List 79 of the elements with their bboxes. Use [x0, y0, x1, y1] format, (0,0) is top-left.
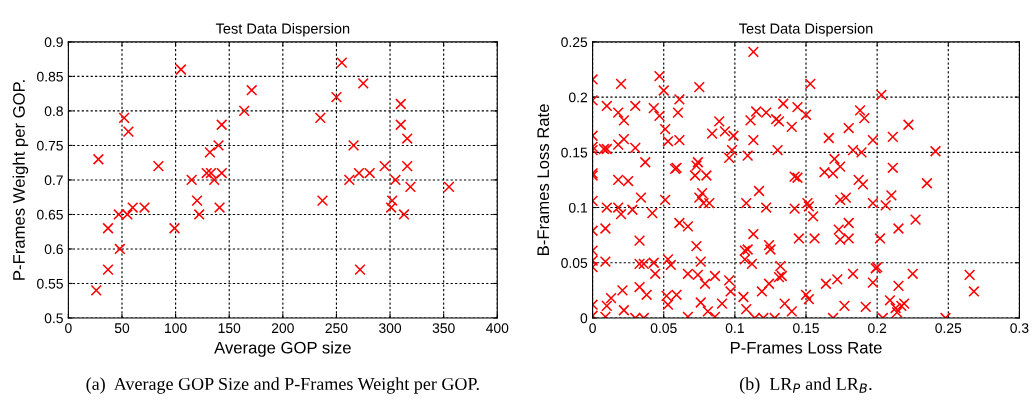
point: [385, 201, 397, 214]
point: [389, 174, 402, 186]
point: [102, 222, 114, 234]
x-tick-label: 50: [114, 323, 130, 334]
x-tick-label: 300: [379, 323, 402, 334]
point: [398, 208, 410, 221]
point: [114, 243, 126, 255]
point: [330, 91, 343, 103]
point: [168, 222, 181, 234]
x-tick-label: 0.1: [725, 323, 744, 334]
point: [343, 174, 355, 186]
point: [204, 146, 216, 158]
point: [443, 181, 455, 193]
x-tick-label: 0.15: [793, 323, 819, 334]
point: [186, 174, 198, 186]
point: [191, 195, 203, 207]
y-tick-label: 0.9: [44, 37, 63, 48]
text: (b) LR$_{P}$ and LR$_{B}$.: [740, 377, 872, 394]
point: [395, 119, 407, 131]
chart-title: Test Data Dispersion: [739, 23, 873, 37]
y-tick-label: 0: [580, 313, 588, 324]
x-tick-label: 200: [271, 323, 294, 334]
x-tick-label: 150: [218, 323, 241, 334]
y-tick-label: 0.2: [568, 92, 588, 103]
point: [386, 195, 398, 207]
y-tick-label: 0.6: [44, 244, 63, 255]
x-axis-title: Average GOP size: [214, 341, 351, 357]
point: [90, 284, 102, 296]
x-tick-label: 0: [589, 323, 596, 334]
point: [401, 132, 413, 145]
chart-title: Test Data Dispersion: [215, 23, 350, 37]
x-tick-label: 0.05: [650, 323, 677, 334]
point: [152, 160, 165, 172]
point: [201, 167, 213, 179]
point: [395, 98, 407, 110]
y-tick-label: 0.75: [37, 140, 63, 151]
y-axis-title: B-Frames Loss Rate: [537, 104, 550, 255]
point: [213, 201, 226, 214]
point: [347, 139, 360, 152]
point: [314, 112, 326, 124]
point: [238, 105, 250, 117]
point: [102, 264, 114, 276]
point: [316, 195, 329, 207]
point: [354, 264, 366, 276]
x-tick-label: 100: [165, 323, 187, 334]
x-tick-label: 400: [486, 323, 509, 334]
point: [379, 160, 391, 172]
y-tick-label: 0.55: [37, 278, 63, 289]
x-tick-label: 0.2: [868, 323, 887, 334]
point: [216, 119, 228, 131]
y-tick-label: 0.5: [44, 313, 63, 324]
point: [122, 126, 135, 138]
point: [175, 63, 187, 76]
y-tick-label: 0.65: [37, 209, 63, 220]
point: [404, 181, 417, 193]
y-tick-label: 0.25: [561, 37, 588, 48]
y-tick-label: 0.8: [44, 106, 63, 117]
y-tick-label: 0.85: [37, 71, 63, 82]
y-tick-label: 0.1: [568, 202, 588, 213]
x-tick-label: 250: [325, 323, 348, 334]
point: [401, 160, 413, 172]
text: (a) Average GOP Size and P-Frames Weight per GOP.: [86, 377, 479, 394]
x-axis-title: P-Frames Loss Rate: [730, 341, 882, 354]
point: [357, 77, 369, 89]
point: [118, 112, 130, 124]
point: [193, 208, 205, 221]
y-tick-label: 0.15: [561, 147, 588, 158]
x-tick-label: 350: [432, 323, 455, 334]
point: [92, 153, 105, 165]
x-tick-label: 0: [65, 323, 72, 334]
point: [208, 174, 220, 186]
point: [336, 56, 348, 69]
x-tick-label: 0.3: [1010, 323, 1029, 334]
y-axis-title: P-Frames Weight per GOP.: [12, 80, 29, 280]
point: [212, 139, 225, 152]
x-tick-label: 0.25: [935, 323, 962, 334]
y-tick-label: 0.7: [44, 175, 63, 186]
y-tick-label: 0.05: [561, 258, 588, 268]
point: [246, 84, 258, 96]
